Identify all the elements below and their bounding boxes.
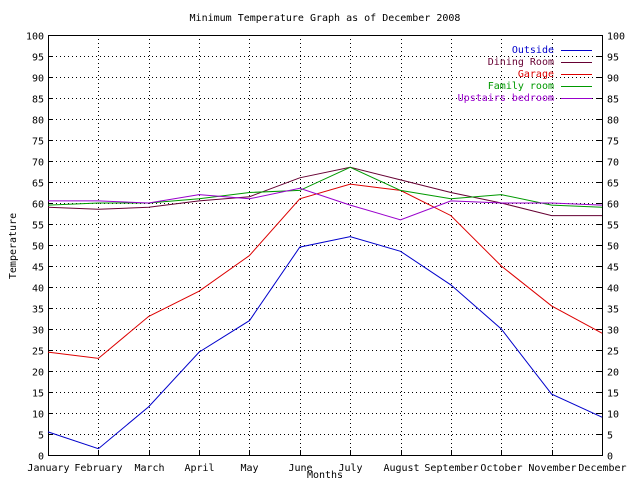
y-tick-label: 85 — [32, 95, 44, 106]
x-tick-label: March — [134, 463, 164, 474]
y-tick-label-right: 60 — [607, 200, 619, 211]
x-axis-label: Months — [307, 470, 343, 480]
x-tick-label: October — [480, 463, 522, 474]
y-tick-label-right: 0 — [607, 452, 613, 463]
legend-label: Garage — [518, 69, 554, 80]
y-tick-label-right: 15 — [607, 389, 619, 400]
y-tick-label-right: 90 — [607, 74, 619, 85]
y-tick-label: 30 — [32, 326, 44, 337]
y-tick-label-right: 5 — [607, 431, 613, 442]
y-tick-label-right: 75 — [607, 137, 619, 148]
data-series — [47, 166, 603, 450]
y-tick-label: 40 — [32, 284, 44, 295]
series-line-1 — [47, 166, 602, 217]
legend-label: Dining Room — [488, 57, 554, 68]
chart-title: Minimum Temperature Graph as of December… — [190, 13, 461, 24]
y-tick-label-right: 55 — [607, 221, 619, 232]
x-tick-label: April — [184, 463, 214, 474]
y-tick-label: 35 — [32, 305, 44, 316]
y-tick-label: 70 — [32, 158, 44, 169]
y-tick-label: 100 — [26, 32, 44, 43]
legend-label: Upstairs bedroom — [458, 93, 554, 104]
y-tick-label: 50 — [32, 242, 44, 253]
y-axis-tick-labels-left: 0 5 10 15 20 25 30 35 40 45 50 55 60 65 70 75 80 85 90 95 10… — [26, 32, 44, 463]
y-tick-label: 95 — [32, 53, 44, 64]
legend-label: Family room — [488, 81, 554, 92]
y-tick-label-right: 10 — [607, 410, 619, 421]
y-tick-label-right: 50 — [607, 242, 619, 253]
y-tick-label-right: 40 — [607, 284, 619, 295]
y-tick-label: 20 — [32, 368, 44, 379]
y-tick-label: 60 — [32, 200, 44, 211]
y-tick-label-right: 65 — [607, 179, 619, 190]
y-tick-label: 0 — [38, 452, 44, 463]
y-tick-label-right: 85 — [607, 95, 619, 106]
grid-lines — [48, 35, 602, 455]
x-tick-label: August — [383, 463, 419, 474]
x-tick-label: January — [27, 463, 69, 474]
y-axis-tick-labels-right: 0 5 10 15 20 25 30 35 40 45 50 55 60 65 70 75 80 85 90 95 10… — [607, 32, 625, 463]
x-tick-label: July — [338, 463, 362, 474]
y-tick-label: 65 — [32, 179, 44, 190]
y-tick-label: 5 — [38, 431, 44, 442]
y-axis-label: Temperature — [8, 213, 19, 279]
x-axis-tick-labels: January February March April May June July Augu… — [27, 463, 626, 474]
y-tick-label-right: 45 — [607, 263, 619, 274]
x-tick-label: December — [578, 463, 626, 474]
x-tick-label: June — [288, 463, 312, 474]
series-line-4 — [48, 187, 603, 221]
y-tick-label-right: 30 — [607, 326, 619, 337]
y-tick-label: 25 — [32, 347, 44, 358]
y-tick-label: 80 — [32, 116, 44, 127]
x-tick-label: November — [528, 463, 576, 474]
y-tick-label: 45 — [32, 263, 44, 274]
y-tick-label-right: 20 — [607, 368, 619, 379]
axis-ticks — [48, 35, 603, 456]
y-tick-label-right: 25 — [607, 347, 619, 358]
y-tick-label-right: 70 — [607, 158, 619, 169]
x-tick-label: September — [424, 463, 478, 474]
y-tick-label: 10 — [32, 410, 44, 421]
legend-label: Outside — [512, 45, 554, 56]
series-line-2 — [47, 183, 603, 359]
x-tick-label: May — [240, 463, 258, 474]
y-tick-label: 75 — [32, 137, 44, 148]
y-tick-label: 15 — [32, 389, 44, 400]
y-tick-label-right: 80 — [607, 116, 619, 127]
y-tick-label: 55 — [32, 221, 44, 232]
y-tick-label-right: 100 — [607, 32, 625, 43]
series-line-0 — [47, 236, 603, 450]
y-tick-label-right: 95 — [607, 53, 619, 64]
y-tick-label-right: 35 — [607, 305, 619, 316]
y-tick-label: 90 — [32, 74, 44, 85]
x-tick-label: February — [74, 463, 122, 474]
series-line-3 — [47, 166, 603, 208]
